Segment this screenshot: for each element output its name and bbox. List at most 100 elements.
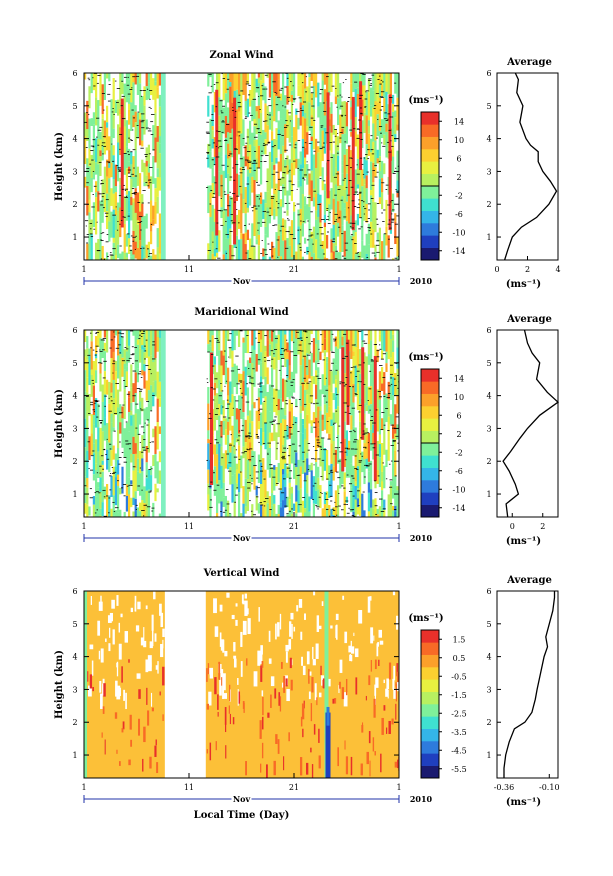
field-cell: [227, 132, 230, 144]
contour-speck: [108, 397, 110, 399]
contour-speck: [362, 74, 366, 75]
contour-speck: [353, 441, 357, 443]
contour-speck: [100, 422, 102, 424]
field-cell: [145, 445, 149, 463]
field-cell: [112, 155, 116, 180]
contour-speck: [388, 151, 392, 153]
contour-speck: [149, 167, 153, 168]
field-blank: [162, 628, 165, 638]
contour-speck: [89, 332, 92, 334]
field-cell: [326, 508, 329, 517]
colorbar-tick-label: 1.5: [453, 635, 466, 644]
field-cell: [253, 236, 256, 247]
contour-speck: [230, 434, 232, 436]
colorbar-swatch: [421, 467, 439, 481]
field-cell: [381, 192, 384, 210]
field-cell: [246, 182, 250, 208]
field-cell: [242, 213, 245, 234]
field-cell: [132, 82, 135, 104]
contour-speck: [331, 241, 335, 242]
field-cell: [88, 148, 91, 167]
field-blank: [118, 622, 121, 633]
field-cell: [152, 249, 155, 260]
field-cell: [117, 258, 120, 260]
field-cell: [299, 102, 303, 126]
contour-speck: [206, 121, 210, 123]
field-cell: [356, 514, 360, 517]
field-cell: [326, 248, 329, 259]
field-cell: [154, 137, 157, 163]
field-cell: [348, 440, 351, 450]
contour-speck: [255, 399, 259, 401]
field-blank: [241, 594, 244, 604]
field-streak: [366, 751, 369, 765]
field-cell: [141, 345, 144, 350]
contour-speck: [379, 365, 383, 366]
contour-speck: [287, 219, 290, 221]
field-cell: [139, 473, 142, 496]
colorbar-swatch: [421, 504, 439, 518]
field-cell: [136, 224, 140, 249]
field-cell: [244, 244, 248, 260]
field-cell: [95, 97, 98, 126]
field-cell: [268, 181, 272, 202]
field-cell: [367, 432, 371, 462]
field-cell: [396, 226, 399, 238]
contour-speck: [149, 441, 151, 443]
field-cell: [143, 463, 146, 487]
contour-speck: [286, 447, 289, 449]
field-cell: [143, 486, 146, 504]
contour-speck: [379, 101, 381, 103]
field-cell: [262, 402, 265, 433]
field-cell: [150, 95, 153, 121]
field-cell: [238, 73, 241, 95]
field-cell: [141, 119, 144, 141]
contour-speck: [277, 96, 281, 98]
field-cell: [145, 330, 149, 358]
field-cell: [341, 73, 344, 82]
field-cell: [343, 385, 347, 412]
field-cell: [235, 160, 239, 174]
field-cell: [99, 491, 102, 509]
field-cell: [376, 102, 380, 115]
field-streak: [238, 691, 241, 704]
contour-speck: [380, 429, 384, 431]
field-cell: [125, 431, 129, 461]
field-cell: [136, 458, 140, 472]
colorbar-swatch: [421, 443, 439, 456]
field-blank: [379, 640, 384, 645]
field-cell: [288, 330, 292, 351]
field-cell: [86, 243, 89, 260]
contour-speck: [284, 149, 288, 151]
field-cell: [229, 430, 232, 443]
field-cell: [290, 435, 294, 464]
average-y-tick-label: 6: [486, 326, 491, 335]
field-cell: [141, 454, 144, 459]
field-cell: [156, 483, 160, 489]
contour-speck: [96, 82, 99, 84]
field-cell: [220, 232, 223, 260]
field-cell: [383, 510, 386, 517]
contour-speck: [114, 80, 117, 82]
field-cell: [229, 452, 232, 468]
field-cell: [103, 258, 107, 260]
contour-speck: [92, 382, 94, 384]
field-cell: [317, 193, 320, 217]
contour-speck: [375, 137, 378, 139]
field-cell: [117, 142, 120, 170]
y-tick-label: 6: [72, 326, 77, 335]
contour-speck: [346, 194, 350, 196]
contour-speck: [367, 158, 370, 160]
field-cell: [147, 356, 151, 369]
field-cell: [121, 223, 124, 252]
field-cell: [319, 369, 322, 390]
field-cell: [216, 356, 219, 373]
contour-speck: [397, 442, 399, 444]
field-cell: [372, 162, 375, 183]
field-cell: [112, 209, 116, 238]
field-streak: [359, 81, 363, 171]
colorbar-tick-label: 10: [454, 393, 464, 402]
field-cell: [84, 370, 87, 392]
contour-speck: [284, 106, 287, 108]
